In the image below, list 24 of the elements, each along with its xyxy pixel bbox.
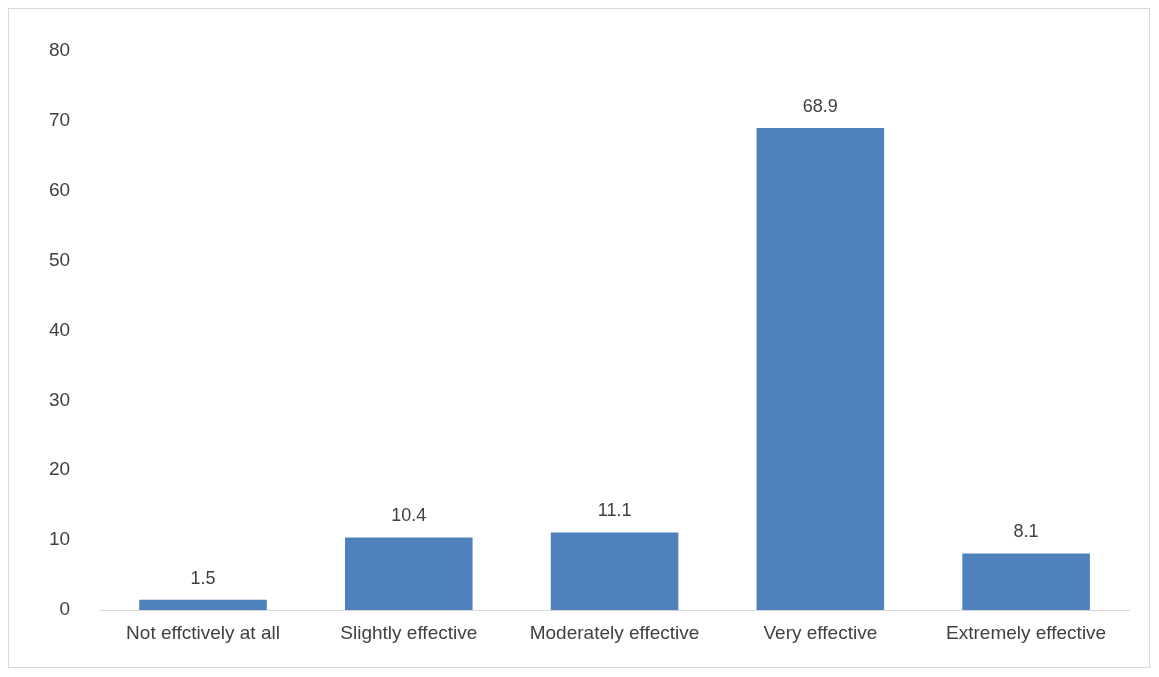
y-tick-label: 30 bbox=[48, 388, 71, 410]
data-label: 10.4 bbox=[391, 505, 427, 526]
x-tick-label: Extremely effective bbox=[946, 621, 1107, 643]
bar bbox=[345, 537, 473, 611]
y-tick-label: 0 bbox=[59, 598, 71, 620]
bar bbox=[139, 599, 267, 611]
data-label: 68.9 bbox=[802, 96, 838, 117]
x-tick-label: Moderately effective bbox=[529, 621, 700, 643]
x-tick-label: Not effctively at all bbox=[126, 621, 280, 643]
y-tick-label: 70 bbox=[48, 108, 71, 130]
data-label: 11.1 bbox=[597, 500, 632, 521]
y-tick-label: 10 bbox=[48, 528, 71, 550]
y-tick-label: 80 bbox=[48, 38, 71, 60]
bar bbox=[550, 532, 679, 611]
x-tick-label: Very effective bbox=[763, 621, 878, 643]
y-tick-label: 20 bbox=[48, 458, 71, 480]
x-tick-label: Slightly effective bbox=[340, 621, 478, 643]
y-tick-label: 50 bbox=[48, 248, 71, 270]
data-label: 8.1 bbox=[1013, 521, 1039, 542]
bar bbox=[962, 553, 1090, 611]
data-label: 1.5 bbox=[190, 567, 216, 588]
y-tick-label: 60 bbox=[48, 178, 71, 200]
y-tick-label: 40 bbox=[48, 318, 71, 340]
bar bbox=[756, 128, 885, 611]
